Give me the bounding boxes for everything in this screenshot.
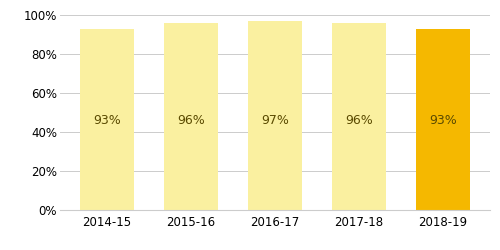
Bar	[332, 23, 386, 210]
Text: 96%: 96%	[345, 114, 373, 127]
Text: 96%: 96%	[177, 114, 205, 127]
Bar	[164, 23, 218, 210]
Bar	[80, 29, 134, 210]
Bar	[416, 29, 470, 210]
Text: 93%: 93%	[93, 114, 120, 127]
Text: 93%: 93%	[430, 114, 457, 127]
Text: 97%: 97%	[261, 114, 289, 127]
Bar	[248, 21, 302, 210]
